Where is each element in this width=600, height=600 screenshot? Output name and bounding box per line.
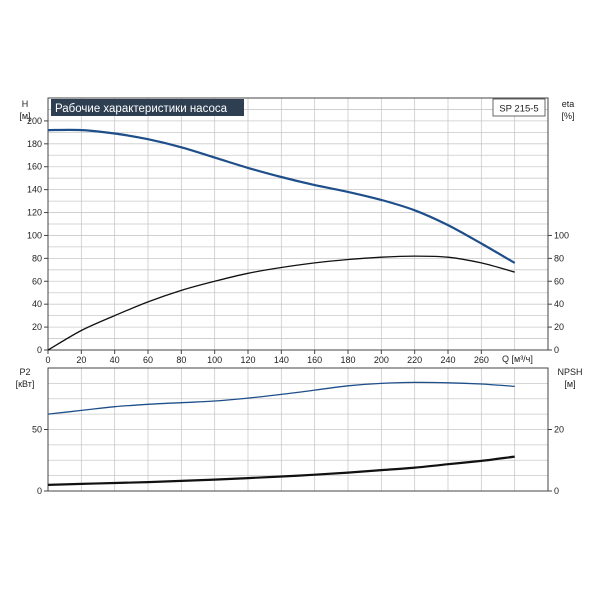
- x-tick-label: 200: [374, 355, 389, 365]
- y-left-tick-label: 20: [32, 322, 42, 332]
- y-right-tick-label: 0: [554, 345, 559, 355]
- model-label: SP 215-5: [499, 104, 538, 115]
- x-tick-label: 80: [176, 355, 186, 365]
- x-tick-label: 40: [110, 355, 120, 365]
- head-curve-series: [47, 128, 516, 264]
- y-left-label-unit: [м]: [19, 111, 30, 121]
- y-right-tick-label: 20: [554, 322, 564, 332]
- y-right-tick-label: 100: [554, 230, 569, 240]
- npsh-tick-label: 0: [554, 486, 559, 496]
- x-tick-label: 0: [45, 355, 50, 365]
- npsh-label-unit: [м]: [564, 379, 575, 389]
- y-left-tick-label: 200: [27, 116, 42, 126]
- p2-label-unit: [кВт]: [16, 379, 35, 389]
- y-right-label-unit: [%]: [561, 111, 574, 121]
- lower-series: [47, 381, 515, 486]
- x-axis-label: Q [м³/ч]: [502, 354, 533, 364]
- y-left-tick-label: 40: [32, 299, 42, 309]
- model-label-box: [492, 98, 546, 117]
- y-left-tick-label: 80: [32, 253, 42, 263]
- npsh-curve-series: [47, 455, 515, 486]
- x-tick-label: 260: [474, 355, 489, 365]
- chart-title-box: [51, 99, 244, 116]
- y-left-label-name: H: [22, 99, 29, 109]
- efficiency-curve-series: [47, 255, 515, 351]
- y-left-tick-label: 0: [37, 345, 42, 355]
- x-tick-label: 140: [274, 355, 289, 365]
- npsh-tick-label: 20: [554, 425, 564, 435]
- x-tick-label: 180: [340, 355, 355, 365]
- y-left-tick-label: 140: [27, 185, 42, 195]
- lower-chart: 0 50 0 20 P2 [кВт] NPSH [м]: [16, 367, 583, 496]
- y-right-label-name: eta: [562, 99, 575, 109]
- x-tick-label: 20: [76, 355, 86, 365]
- power-curve-series: [47, 381, 515, 415]
- lower-axis-ticks: 0 50 0 20: [32, 425, 564, 497]
- x-tick-label: 240: [440, 355, 455, 365]
- x-tick-label: 60: [143, 355, 153, 365]
- upper-series: [47, 128, 516, 351]
- p2-label-name: P2: [19, 367, 30, 377]
- upper-chart: 0 20 40 60 80 100 120 140 160 180 200 220 240 2600204…: [19, 97, 575, 365]
- y-left-tick-label: 100: [27, 230, 42, 240]
- x-tick-label: 220: [407, 355, 422, 365]
- upper-axis-ticks: 0 20 40 60 80 100 120 140 160 180 200 220 240 2600204…: [27, 116, 569, 365]
- y-right-tick-label: 80: [554, 253, 564, 263]
- x-tick-label: 100: [207, 355, 222, 365]
- y-left-tick-label: 120: [27, 208, 42, 218]
- y-left-tick-label: 180: [27, 139, 42, 149]
- x-tick-label: 120: [240, 355, 255, 365]
- chart-title: Рабочие характеристики насоса: [55, 103, 228, 115]
- p2-tick-label: 50: [32, 425, 42, 435]
- x-tick-label: 160: [307, 355, 322, 365]
- y-left-tick-label: 160: [27, 162, 42, 172]
- upper-grid: [48, 98, 548, 350]
- p2-tick-label: 0: [37, 486, 42, 496]
- y-right-tick-label: 60: [554, 276, 564, 286]
- y-left-tick-label: 60: [32, 276, 42, 286]
- upper-plot-frame: [47, 97, 549, 351]
- y-right-tick-label: 40: [554, 299, 564, 309]
- npsh-label-name: NPSH: [557, 367, 582, 377]
- lower-grid: [48, 368, 548, 491]
